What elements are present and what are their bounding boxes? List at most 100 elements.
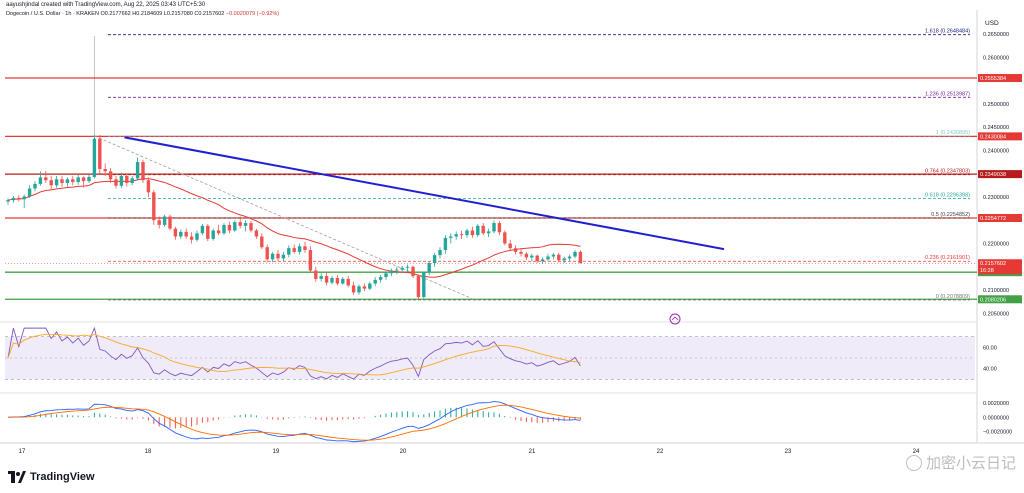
candle (314, 270, 318, 279)
candle (184, 231, 188, 237)
candle (195, 233, 199, 240)
candle (378, 277, 383, 280)
fib-level-label: 0.5 (0.2254852) (931, 212, 970, 218)
symbol-name[interactable]: Dogecoin / U.S. Dollar · 1h · KRAKEN (6, 11, 99, 17)
tradingview-mark-icon (8, 471, 26, 483)
candle (384, 273, 388, 278)
current-price-tag (978, 259, 1022, 275)
candle (71, 179, 75, 183)
fib-level-label: 0.236 (0.2161901) (925, 255, 970, 261)
candle (546, 256, 550, 260)
candle (254, 230, 259, 237)
candle (141, 162, 145, 181)
candle (87, 176, 91, 182)
level-price-label: 0.2430084 (980, 134, 1006, 140)
candle (389, 270, 394, 274)
candle (65, 179, 70, 183)
candle (524, 253, 529, 258)
candle (130, 178, 134, 183)
candle (530, 255, 534, 258)
signal-line (7, 404, 581, 441)
candle (22, 196, 26, 200)
candle (416, 276, 421, 298)
candle (243, 223, 248, 226)
candle (227, 224, 232, 231)
candle (173, 228, 178, 237)
candle (38, 177, 43, 184)
tradingview-logo-text: TradingView (30, 471, 95, 483)
candle (443, 237, 448, 251)
candle (265, 247, 269, 260)
candle (152, 192, 156, 221)
candle (260, 236, 264, 248)
candle (427, 263, 431, 273)
candle (492, 223, 496, 232)
candle (276, 253, 280, 259)
candle (233, 222, 237, 231)
candle (465, 230, 469, 236)
currency-label[interactable]: USD (985, 20, 999, 27)
candle (49, 180, 53, 186)
candle (103, 169, 107, 172)
candle (17, 197, 21, 200)
candle (81, 177, 86, 182)
candle (114, 179, 118, 186)
candle (470, 230, 475, 236)
price-chart[interactable]: 0.2650000 0.2600000 0.2500000 0.2450000 0.24… (0, 0, 1024, 466)
fib-level-label: 0.764 (0.2347803) (925, 169, 970, 175)
fib-level-label: 0.618 (0.2296398) (925, 193, 970, 199)
watermark: 加密小云日记 (905, 452, 1016, 473)
candle (400, 267, 404, 270)
candle (54, 179, 59, 186)
candle (573, 251, 577, 257)
level-price-label: 0.2349038 (980, 172, 1006, 178)
price-tick-label: 0.2400000 (983, 148, 1009, 154)
rsi-tick-label: 40.00 (983, 367, 997, 373)
candle (206, 225, 210, 239)
candle (281, 254, 286, 259)
price-tick-label: 0.2650000 (983, 32, 1009, 38)
candle (119, 175, 124, 186)
level-price-tag (978, 295, 1022, 304)
candle (481, 225, 485, 234)
price-tick-label: 0.2050000 (983, 311, 1009, 317)
candle (497, 223, 502, 233)
candle (411, 266, 415, 277)
time-tick-label: 22 (657, 449, 664, 455)
candle (567, 256, 572, 259)
rsi-line (7, 326, 581, 380)
price-tick-label: 0.2450000 (983, 125, 1009, 131)
candle (330, 277, 334, 283)
candle (125, 175, 129, 183)
candle (249, 223, 253, 231)
candle (92, 138, 97, 177)
candle (189, 236, 194, 240)
candle (98, 138, 102, 169)
price-change: −0.0020079 (−0.92%) (225, 11, 280, 17)
price-tick-label: 0.2100000 (983, 288, 1009, 294)
time-tick-label: 23 (785, 449, 792, 455)
candle (76, 177, 80, 183)
candle (179, 231, 183, 237)
candle (405, 266, 410, 268)
current-price-label: 0.2157602 (980, 261, 1006, 267)
price-tick-label: 0.2600000 (983, 55, 1009, 61)
candle (519, 251, 523, 254)
credit-header: aayushjindal created with TradingView.co… (6, 2, 206, 8)
macd-tick-label: 0.0000000 (983, 415, 1009, 421)
ohlc-values: O0.2177662 H0.2184609 L0.2157080 C0.2157… (100, 11, 225, 17)
candle (562, 258, 566, 261)
macd-line (7, 401, 581, 443)
price-tick-label: 0.2200000 (983, 242, 1009, 248)
candle (33, 183, 37, 189)
tradingview-logo[interactable]: TradingView (8, 470, 95, 484)
candle (395, 269, 399, 271)
level-price-label: 0.2080206 (980, 297, 1006, 303)
candle (341, 278, 345, 284)
candle (362, 286, 367, 289)
candle (292, 248, 296, 252)
candle (303, 246, 307, 251)
candle (373, 279, 377, 284)
candle (168, 216, 172, 229)
fib-level-label: 0 (0.2078809) (936, 294, 970, 300)
